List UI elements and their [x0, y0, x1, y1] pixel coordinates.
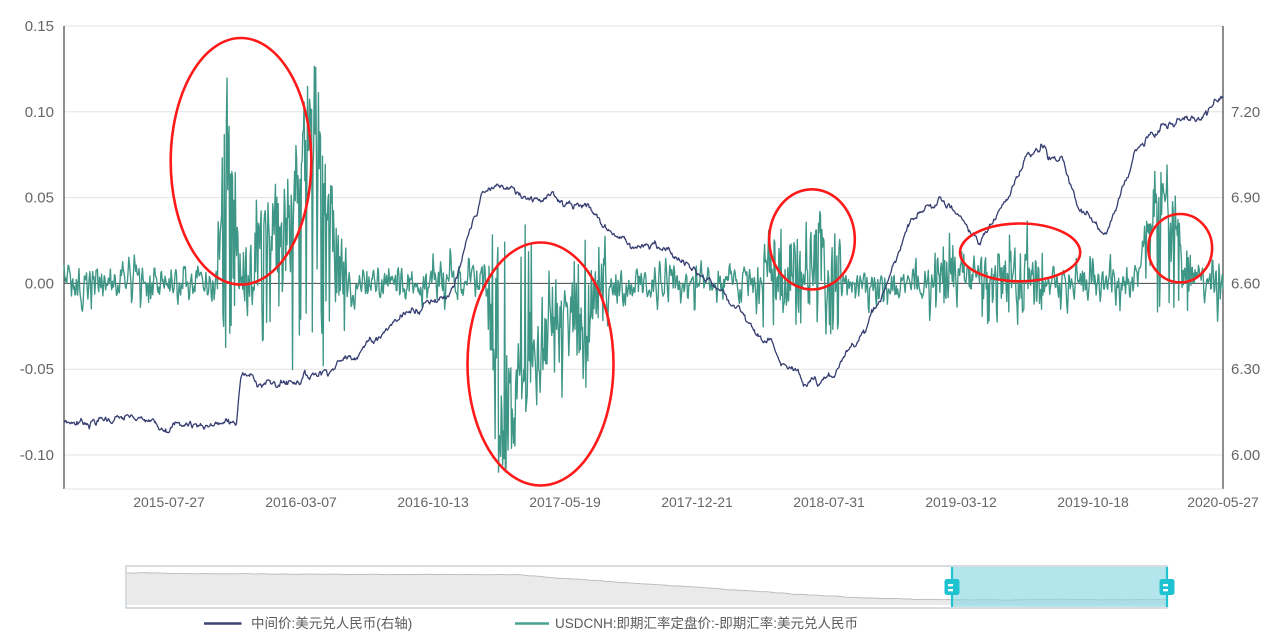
svg-text:0.05: 0.05 — [25, 190, 54, 207]
svg-text:-0.10: -0.10 — [20, 447, 54, 464]
svg-text:2016-10-13: 2016-10-13 — [397, 494, 469, 510]
svg-text:USDCNH:即期汇率定盘价:-即期汇率:美元兑人民币: USDCNH:即期汇率定盘价:-即期汇率:美元兑人民币 — [555, 615, 858, 631]
svg-text:2018-07-31: 2018-07-31 — [793, 494, 865, 510]
svg-text:2019-03-12: 2019-03-12 — [925, 494, 997, 510]
svg-text:6.30: 6.30 — [1231, 361, 1260, 378]
svg-text:中间价:美元兑人民币(右轴): 中间价:美元兑人民币(右轴) — [251, 616, 412, 631]
svg-text:0.15: 0.15 — [25, 18, 54, 35]
svg-text:6.00: 6.00 — [1231, 447, 1260, 464]
svg-text:2017-12-21: 2017-12-21 — [661, 494, 733, 510]
svg-text:2020-05-27: 2020-05-27 — [1187, 494, 1259, 510]
svg-text:6.60: 6.60 — [1231, 275, 1260, 292]
svg-text:0.10: 0.10 — [25, 104, 54, 121]
svg-text:0.00: 0.00 — [25, 275, 54, 292]
svg-text:2019-10-18: 2019-10-18 — [1057, 494, 1129, 510]
svg-text:7.20: 7.20 — [1231, 104, 1260, 121]
svg-text:-0.05: -0.05 — [20, 361, 54, 378]
svg-text:2016-03-07: 2016-03-07 — [265, 494, 337, 510]
svg-text:2015-07-27: 2015-07-27 — [133, 494, 205, 510]
svg-text:6.90: 6.90 — [1231, 190, 1260, 207]
svg-text:2017-05-19: 2017-05-19 — [529, 494, 601, 510]
